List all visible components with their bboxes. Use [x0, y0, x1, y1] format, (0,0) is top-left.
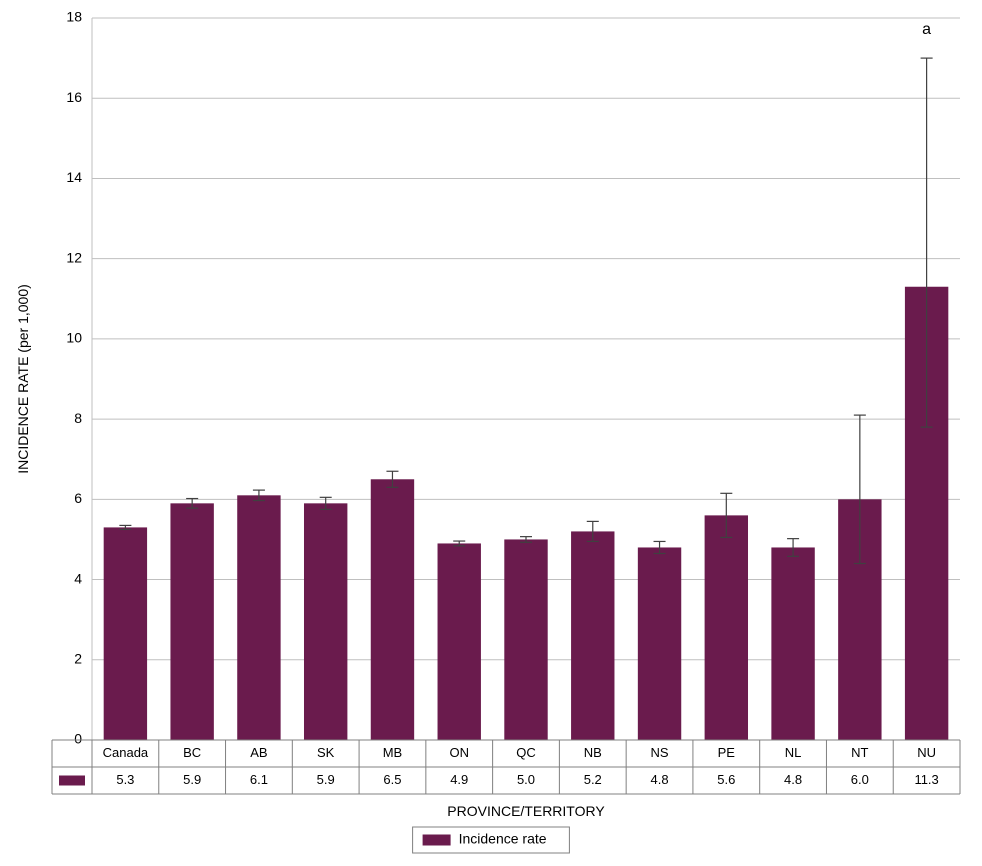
- table-legend-swatch: [59, 776, 85, 786]
- legend-label: Incidence rate: [459, 831, 547, 847]
- value-label: 5.2: [584, 772, 602, 787]
- value-label: 11.3: [914, 772, 938, 787]
- value-label: 4.8: [784, 772, 802, 787]
- bar: [771, 547, 814, 740]
- bar: [571, 531, 614, 740]
- y-tick-label: 16: [66, 89, 82, 105]
- category-label: BC: [183, 745, 201, 760]
- chart-container: 0 2 4 6 8 10 12 14 16 18 INCIDENCE RATE (per 1,000…: [0, 0, 982, 866]
- bar: [237, 495, 280, 740]
- y-tick-label: 4: [74, 570, 82, 586]
- y-tick-label: 18: [66, 9, 82, 25]
- category-label: NL: [785, 745, 802, 760]
- category-label: MB: [383, 745, 403, 760]
- category-label: NU: [917, 745, 936, 760]
- category-label: NT: [851, 745, 868, 760]
- y-tick-label: 14: [66, 169, 82, 185]
- x-axis-title: PROVINCE/TERRITORY: [447, 803, 605, 819]
- category-label: ON: [449, 745, 469, 760]
- bar: [504, 539, 547, 740]
- legend-swatch: [423, 835, 451, 846]
- value-label: 6.5: [383, 772, 401, 787]
- category-label: QC: [516, 745, 536, 760]
- bar: [371, 479, 414, 740]
- value-label: 6.1: [250, 772, 268, 787]
- y-tick-label: 0: [74, 731, 82, 747]
- bar-chart: 0 2 4 6 8 10 12 14 16 18 INCIDENCE RATE (per 1,000…: [0, 0, 982, 866]
- value-label: 6.0: [851, 772, 869, 787]
- y-axis-title: INCIDENCE RATE (per 1,000): [15, 284, 31, 474]
- category-label: Canada: [103, 745, 149, 760]
- value-label: 4.8: [650, 772, 668, 787]
- bar: [104, 527, 147, 740]
- bar: [304, 503, 347, 740]
- bar: [705, 515, 748, 740]
- category-label: SK: [317, 745, 335, 760]
- value-label: 5.3: [116, 772, 134, 787]
- annotation: a: [922, 21, 931, 38]
- y-tick-label: 10: [66, 330, 82, 346]
- value-label: 5.6: [717, 772, 735, 787]
- value-label: 5.0: [517, 772, 535, 787]
- bar: [438, 543, 481, 740]
- y-tick-label: 6: [74, 490, 82, 506]
- category-label: AB: [250, 745, 267, 760]
- category-label: NB: [584, 745, 602, 760]
- y-tick-label: 8: [74, 410, 82, 426]
- value-label: 5.9: [183, 772, 201, 787]
- value-label: 4.9: [450, 772, 468, 787]
- bar: [170, 503, 213, 740]
- category-label: NS: [651, 745, 669, 760]
- bar: [638, 547, 681, 740]
- y-tick-label: 2: [74, 650, 82, 666]
- value-label: 5.9: [317, 772, 335, 787]
- category-label: PE: [718, 745, 736, 760]
- y-tick-label: 12: [66, 249, 82, 265]
